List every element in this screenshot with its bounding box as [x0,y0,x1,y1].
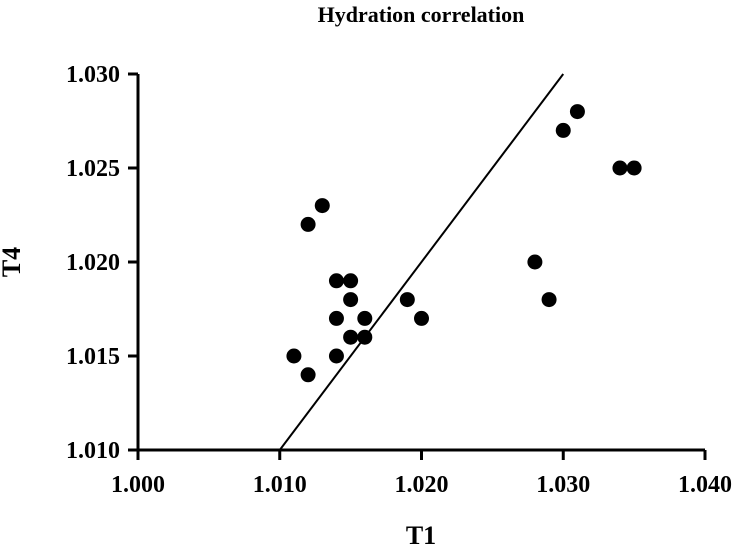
data-point [343,329,359,345]
y-tick-label: 1.025 [66,156,120,182]
data-point [555,122,571,138]
x-tick-label: 1.020 [395,472,449,498]
x-axis-label: T1 [406,521,436,550]
chart-title: Hydration correlation [318,2,525,27]
reference-layer [278,73,565,451]
identity-line [278,73,565,451]
data-point [328,273,344,289]
data-point [343,292,359,308]
data-point [286,348,302,364]
data-point [300,216,316,232]
data-point [328,310,344,326]
data-point [314,198,330,214]
data-point [612,160,628,176]
data-point [414,310,429,326]
data-point [343,273,359,289]
x-tick-label: 1.040 [678,472,732,498]
data-point [527,254,543,270]
y-tick-label: 1.020 [66,250,120,276]
data-point [626,160,642,176]
data-point [541,292,557,308]
data-point [357,310,373,326]
x-tick-label: 1.030 [536,472,590,498]
y-tick-label: 1.010 [66,438,120,464]
data-point [300,367,316,383]
y-tick-label: 1.030 [66,62,120,88]
ticks: 1.000 1.010 1.020 1.030 1.040 1.010 1.015 1.020… [66,62,732,498]
y-tick-label: 1.015 [66,344,120,370]
x-tick-label: 1.000 [111,472,165,498]
data-point [328,348,344,364]
y-axis-label: T4 [0,247,26,277]
data-point [399,292,415,308]
x-tick-label: 1.010 [253,472,307,498]
data-point [357,329,373,345]
data-point [569,104,585,120]
data-points [286,104,642,383]
